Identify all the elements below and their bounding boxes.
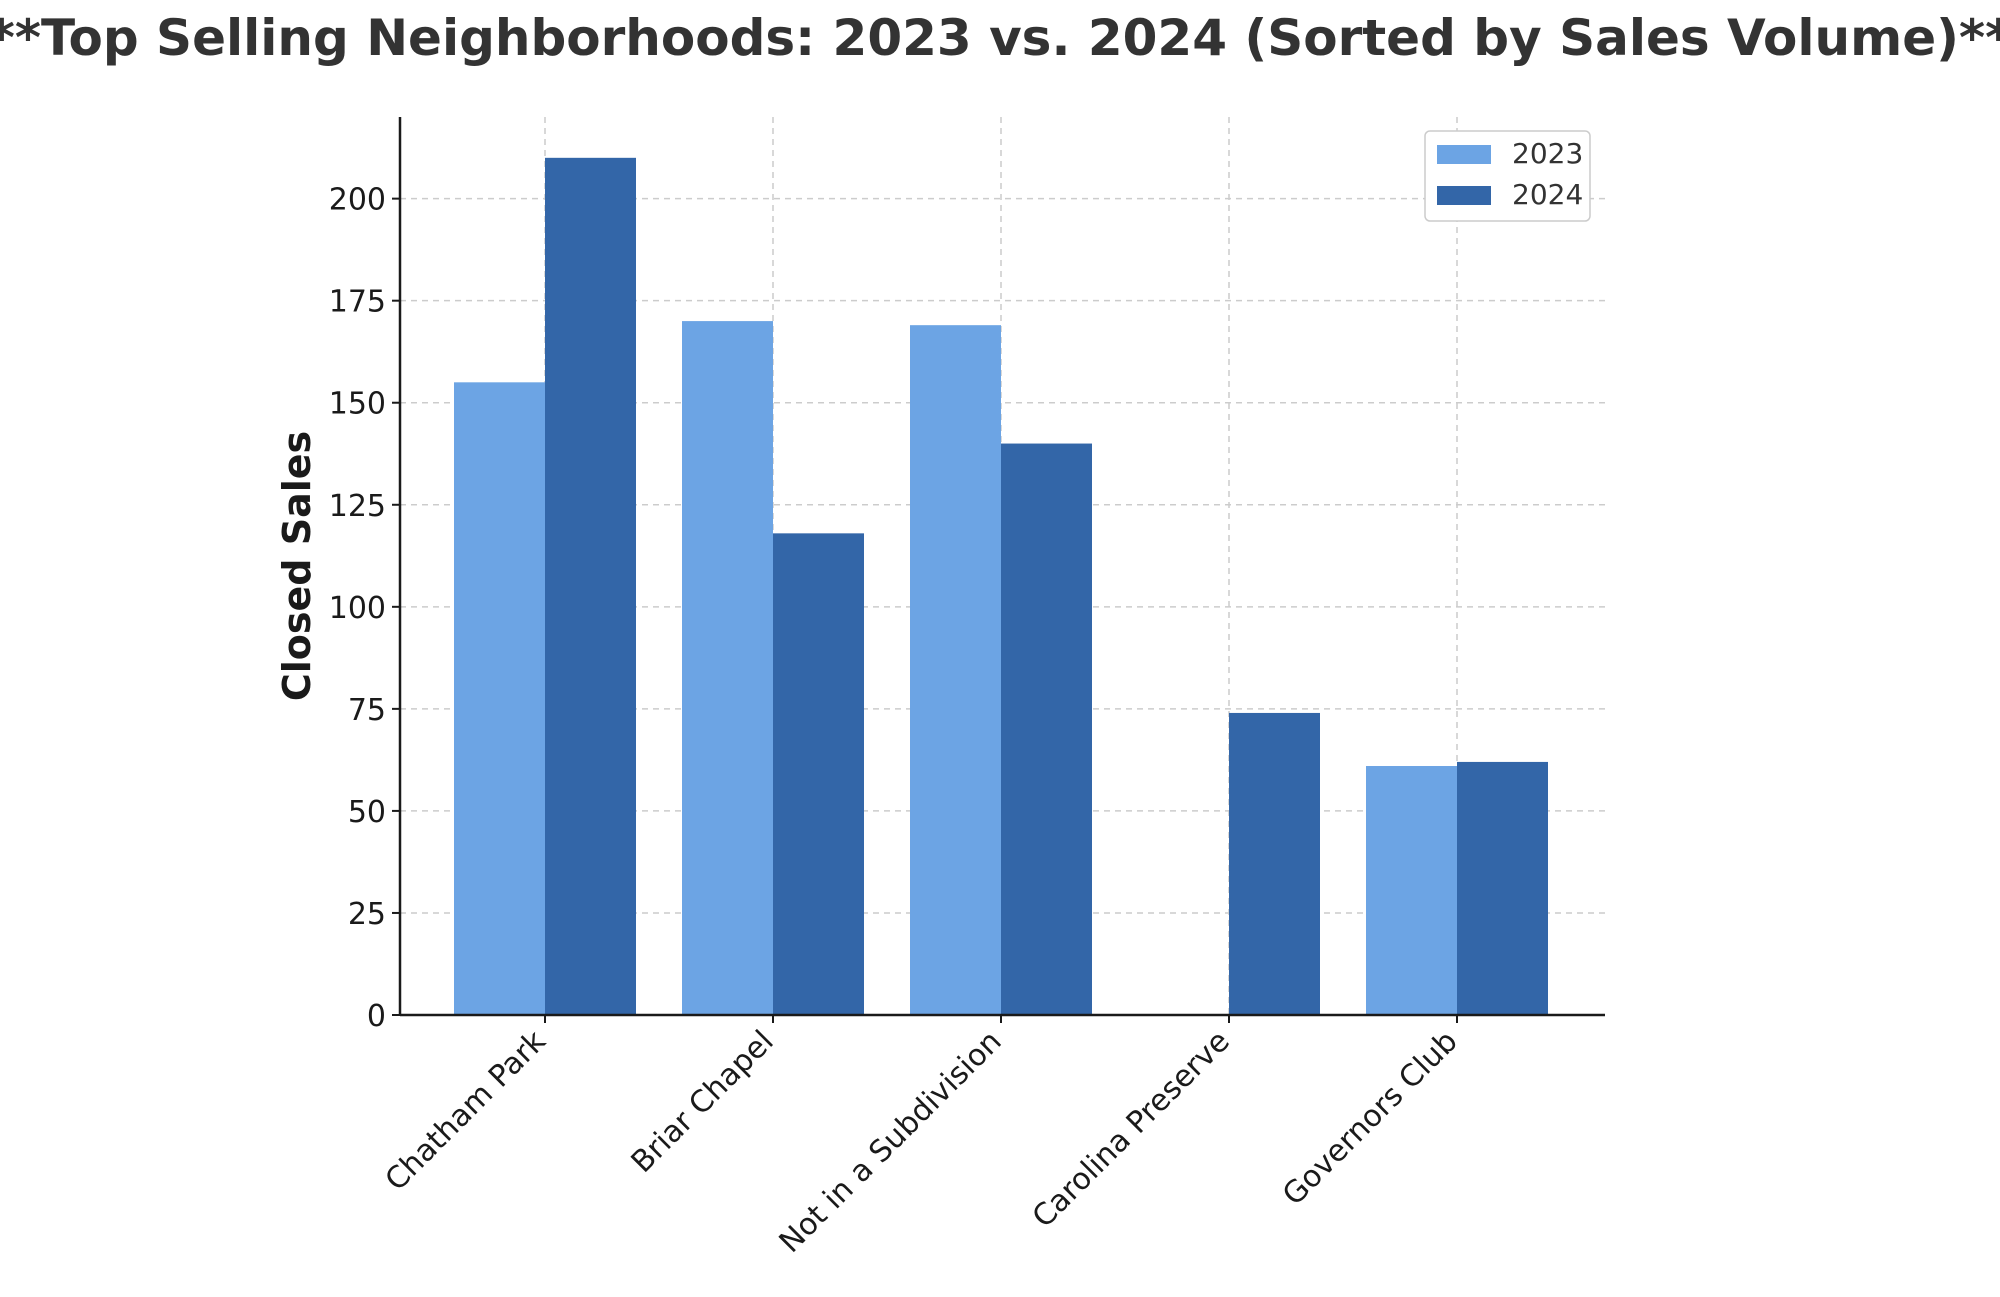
legend-swatch-2024 bbox=[1437, 186, 1491, 205]
bars-layer bbox=[454, 157, 1548, 1016]
legend: 2023 2024 bbox=[1424, 130, 1591, 222]
y-ticks: 0 25 50 75 100 125 150 175 200 bbox=[329, 183, 400, 1034]
y-tick-label: 50 bbox=[348, 795, 386, 830]
bar-2023-0 bbox=[454, 382, 545, 1015]
x-tick-label: Carolina Preserve bbox=[1026, 1024, 1237, 1235]
y-axis-label: Closed Sales bbox=[275, 431, 319, 701]
x-tick-label: Briar Chapel bbox=[625, 1024, 781, 1180]
y-tick-label: 200 bbox=[329, 183, 386, 218]
x-tick-label: Governors Club bbox=[1276, 1024, 1465, 1213]
y-tick-label: 100 bbox=[329, 591, 386, 626]
bar-2024-2 bbox=[1001, 443, 1092, 1016]
x-tick-label: Chatham Park bbox=[379, 1023, 553, 1197]
legend-label-2023: 2023 bbox=[1512, 137, 1583, 170]
x-tick-label: Not in a Subdivision bbox=[773, 1024, 1009, 1260]
bar-2024-1 bbox=[773, 533, 864, 1015]
bar-2023-4 bbox=[1366, 766, 1457, 1015]
bar-2024-4 bbox=[1457, 761, 1548, 1015]
y-tick-label: 25 bbox=[348, 897, 386, 932]
axes-layer bbox=[398, 117, 1605, 1017]
chart-title: **Top Selling Neighborhoods: 2023 vs. 20… bbox=[0, 9, 2000, 67]
y-tick-label: 75 bbox=[348, 693, 386, 728]
bar-2023-2 bbox=[910, 325, 1001, 1015]
legend-label-2024: 2024 bbox=[1512, 178, 1583, 211]
bar-2024-3 bbox=[1229, 712, 1320, 1015]
y-tick-label: 175 bbox=[329, 285, 386, 320]
y-tick-label: 125 bbox=[329, 489, 386, 524]
legend-swatch-2023 bbox=[1437, 145, 1491, 164]
bar-2023-1 bbox=[682, 321, 773, 1015]
bar-2024-0 bbox=[545, 157, 636, 1015]
y-tick-label: 0 bbox=[367, 999, 386, 1034]
y-tick-label: 150 bbox=[329, 387, 386, 422]
legend-items: 2023 2024 bbox=[1437, 137, 1583, 211]
